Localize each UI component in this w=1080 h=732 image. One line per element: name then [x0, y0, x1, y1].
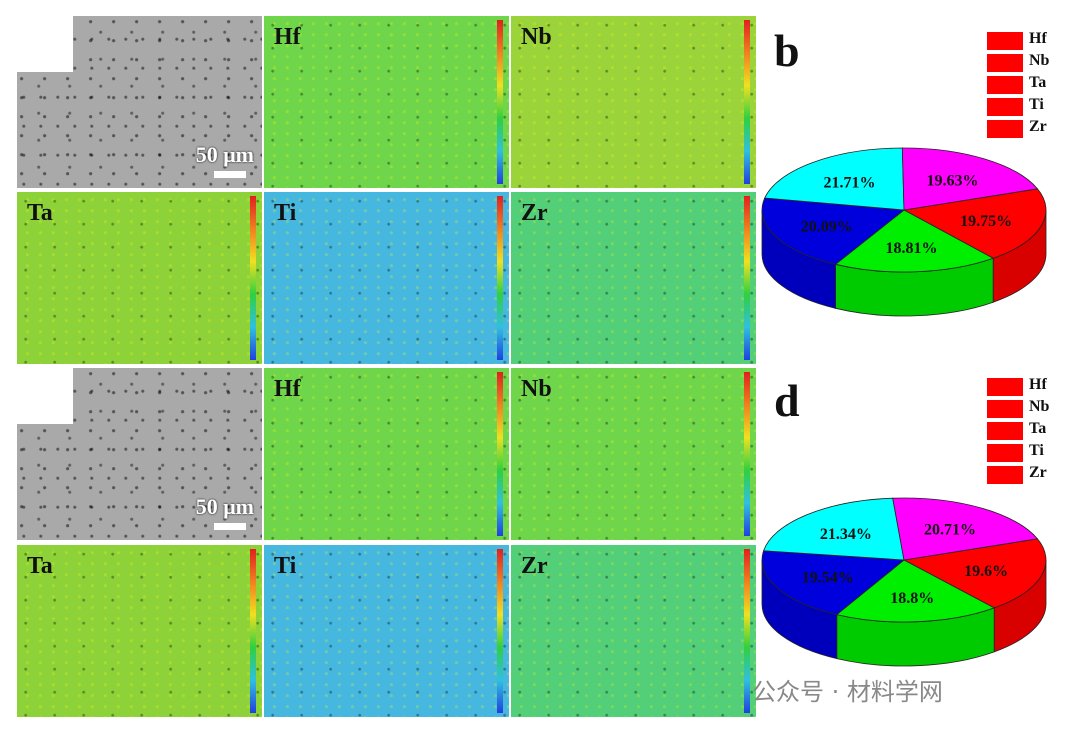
pie-chart-d: 19.6% 18.8% 19.54% 21.34% 20.71%: [761, 497, 1047, 667]
legend-swatch: [987, 98, 1023, 116]
eds-map-hf: Hf: [264, 368, 509, 540]
colorbar: [497, 372, 503, 536]
pie-value-label: 21.71%: [824, 174, 876, 191]
pie-slice-ta: [761, 550, 906, 616]
pie-value-label: 19.6%: [964, 563, 1008, 580]
colorbar: [250, 549, 256, 713]
pie-value-label: 19.75%: [960, 213, 1012, 230]
map-label: Ti: [274, 553, 297, 579]
label-mask: [17, 368, 73, 424]
legend-swatch: [987, 466, 1023, 484]
colorbar: [497, 549, 503, 713]
colorbar: [744, 549, 750, 713]
eds-map-nb: Nb: [511, 16, 756, 188]
pie-slice-hf: [902, 538, 1047, 609]
legend-swatch: [987, 54, 1023, 72]
legend-label: Ti: [1029, 442, 1044, 459]
eds-map-ta: Ta: [17, 545, 262, 717]
colorbar: [497, 196, 503, 360]
pie-value-label: 18.8%: [890, 590, 934, 607]
panel-label-b: b: [774, 25, 800, 76]
scale-bar-label: 50 μm: [195, 142, 254, 167]
pie-value-label: 18.81%: [885, 240, 937, 257]
legend-swatch: [987, 422, 1023, 440]
map-label: Ta: [27, 553, 53, 579]
pie-slice-zr: [901, 147, 1039, 211]
map-label: Hf: [274, 24, 301, 50]
pie-value-label: 20.71%: [924, 522, 976, 539]
pie-chart-b: 19.75% 18.81% 20.09% 21.71% 19.63%: [761, 147, 1047, 317]
legend-label: Ta: [1029, 420, 1047, 437]
legend-label: Ti: [1029, 96, 1044, 113]
scale-bar-label: 50 μm: [195, 494, 254, 519]
colorbar: [497, 20, 503, 184]
pie-slice-hf: [902, 188, 1047, 259]
map-label: Nb: [521, 376, 552, 402]
legend-b: Hf Nb Ta Ti Zr: [987, 30, 1077, 150]
pie-value-label: 20.09%: [801, 219, 853, 236]
legend-label: Ta: [1029, 74, 1047, 91]
legend-label: Zr: [1029, 118, 1047, 135]
pie-value-label: 19.54%: [802, 570, 854, 587]
legend-label: Zr: [1029, 464, 1047, 481]
sem-image-a: 50 μm: [17, 16, 262, 188]
pie-slice-ti: [763, 497, 905, 561]
eds-map-zr: Zr: [511, 545, 756, 717]
legend-swatch: [987, 400, 1023, 418]
pie-value-label: 19.63%: [926, 172, 978, 189]
legend-label: Hf: [1029, 376, 1047, 393]
map-label: Ta: [27, 200, 53, 226]
colorbar: [744, 372, 750, 536]
legend-d: Hf Nb Ta Ti Zr: [987, 376, 1077, 496]
legend-swatch: [987, 444, 1023, 462]
pie-slice-ta: [761, 197, 906, 265]
eds-map-ti: Ti: [264, 192, 509, 364]
sem-image-c: 50 μm: [17, 368, 262, 540]
legend-label: Nb: [1029, 52, 1050, 69]
pie-slice-ti: [764, 147, 905, 211]
map-label: Zr: [521, 200, 548, 226]
legend-label: Nb: [1029, 398, 1050, 415]
watermark: 公众号 · 材料学网: [752, 678, 943, 706]
map-label: Zr: [521, 553, 548, 579]
pie-slice-zr: [892, 497, 1039, 561]
colorbar: [744, 20, 750, 184]
colorbar: [250, 196, 256, 360]
eds-map-hf: Hf: [264, 16, 509, 188]
map-label: Ti: [274, 200, 297, 226]
eds-map-zr: Zr: [511, 192, 756, 364]
pie-value-label: 21.34%: [820, 526, 872, 543]
pie-slice-nb: [835, 559, 996, 623]
legend-swatch: [987, 120, 1023, 138]
legend-swatch: [987, 378, 1023, 396]
legend-swatch: [987, 76, 1023, 94]
eds-map-ta: Ta: [17, 192, 262, 364]
map-label: Nb: [521, 24, 552, 50]
legend-swatch: [987, 32, 1023, 50]
eds-map-ti: Ti: [264, 545, 509, 717]
colorbar: [744, 196, 750, 360]
scale-bar: [214, 171, 246, 178]
legend-label: Hf: [1029, 30, 1047, 47]
panel-label-d: d: [774, 375, 800, 426]
label-mask: [17, 16, 73, 72]
pie-slice-nb: [834, 209, 995, 273]
scale-bar: [214, 523, 246, 530]
eds-map-nb: Nb: [511, 368, 756, 540]
map-label: Hf: [274, 376, 301, 402]
